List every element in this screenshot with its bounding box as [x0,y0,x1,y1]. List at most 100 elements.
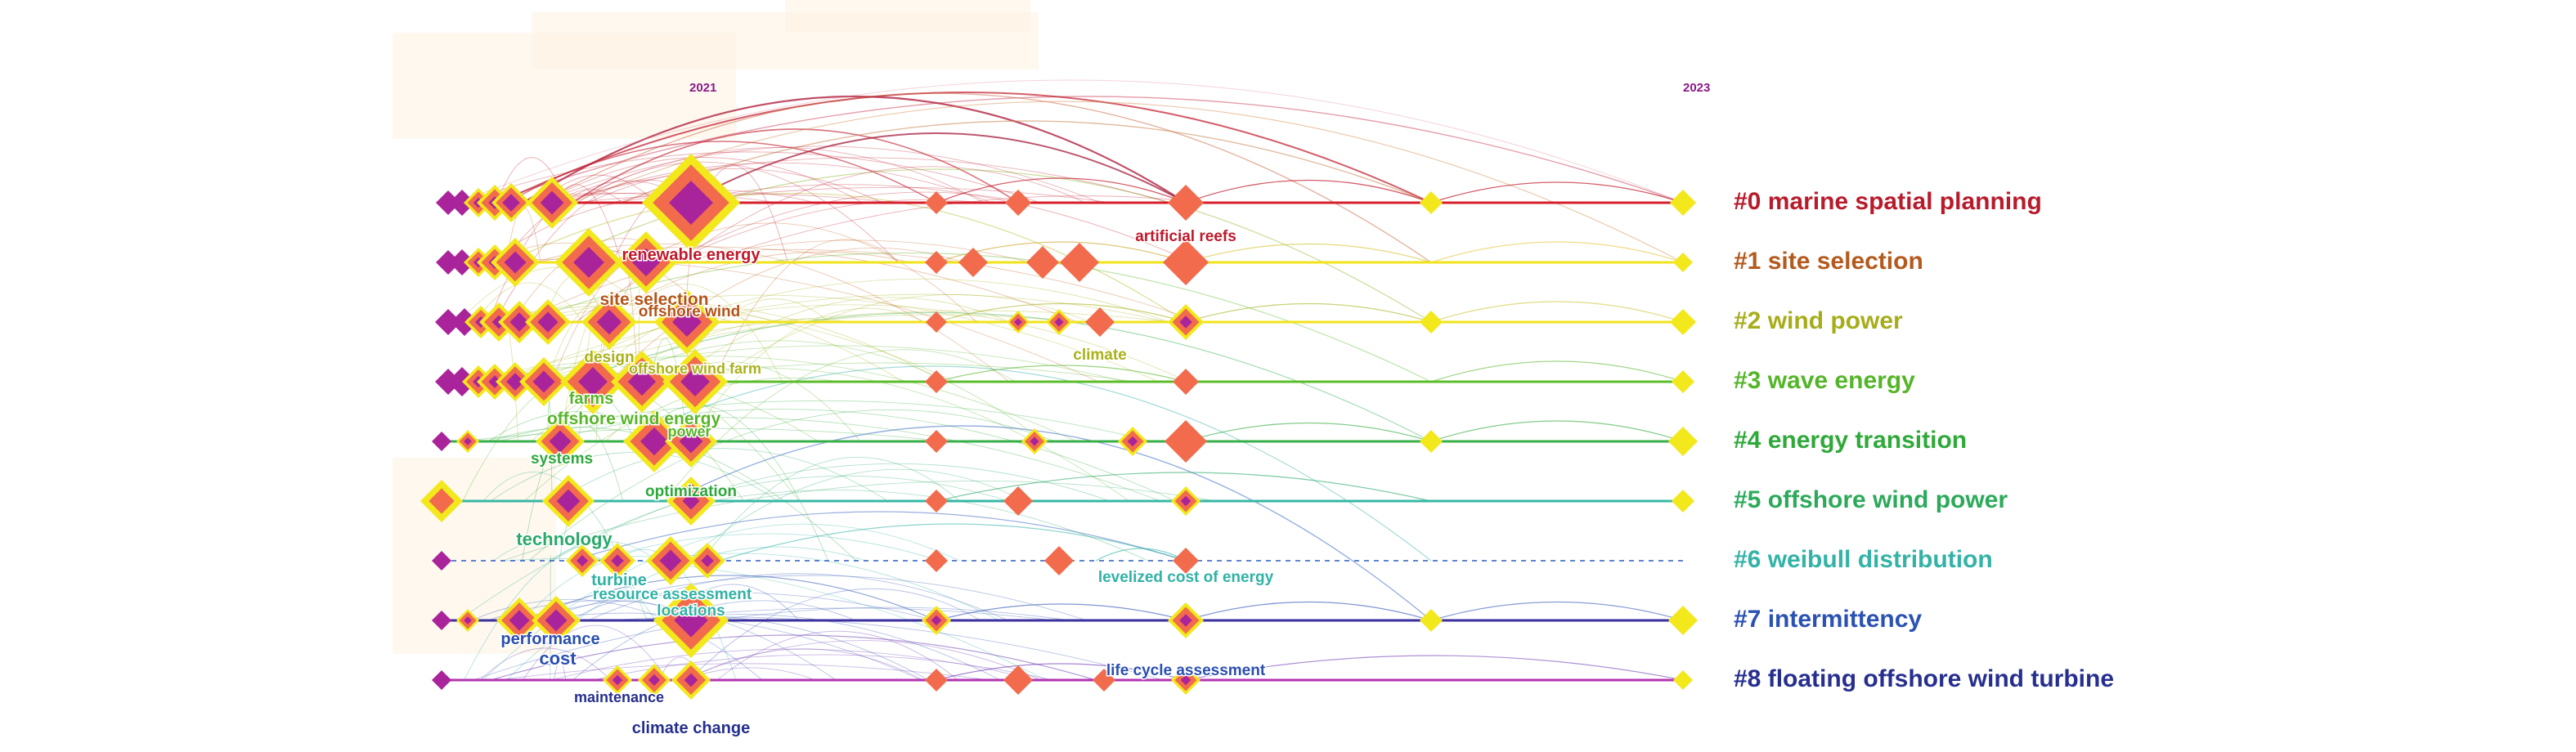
node-row1-r0[interactable] [925,251,948,274]
node-row6-4[interactable] [689,543,725,579]
node-row1-r5[interactable] [1673,253,1693,272]
node-row4-0[interactable] [432,432,451,451]
node-row8-r4[interactable] [1673,670,1693,690]
node-row0-r1[interactable] [1005,190,1031,216]
node-row2-7[interactable] [654,289,720,355]
node-row2-r6[interactable] [1670,309,1696,335]
node-row2-r3[interactable] [1085,307,1115,337]
node-row8-2[interactable] [638,664,671,696]
node-row1-r1[interactable] [958,248,988,277]
node-row7-1[interactable] [456,609,479,632]
cluster-label-weibull-distribution[interactable]: #6 weibull distribution [1734,546,1993,573]
node-row5-r0[interactable] [925,490,948,513]
cluster-label-marine-spatial-planning[interactable]: #0 marine spatial planning [1734,188,2042,215]
node-row5-r3[interactable] [1672,490,1694,513]
node-row4-4[interactable] [665,415,717,468]
node-row6-r2[interactable] [1173,548,1199,574]
node-row7-3[interactable] [532,596,581,645]
cluster-label-floating-offshore-wind-turbine[interactable]: #8 floating offshore wind turbine [1734,665,2114,692]
node-row3-3[interactable] [477,364,513,400]
fan-arc-56 [490,452,779,502]
node-row6-3[interactable] [646,536,695,585]
node-row1-r2[interactable] [1026,246,1059,279]
node-row5-2[interactable] [666,477,716,526]
keyword-label-locations: locations [657,602,725,620]
node-row2-r4[interactable] [1168,304,1204,340]
node-row0-5[interactable] [526,177,578,229]
node-row0-0[interactable] [436,190,460,215]
node-row0-1[interactable] [449,190,475,216]
node-row6-0[interactable] [432,551,451,571]
cluster-label-site-selection[interactable]: #1 site selection [1734,248,1923,275]
node-row3-7[interactable] [611,351,673,413]
node-row8-3[interactable] [671,660,711,700]
node-row1-1[interactable] [449,249,475,275]
node-row7-r1[interactable] [1168,602,1204,638]
node-row6-2[interactable] [599,543,635,579]
node-row0-r2[interactable] [1168,185,1204,221]
node-row1-6[interactable] [615,231,677,293]
node-row1-4[interactable] [491,238,540,287]
cluster-label-wave-energy[interactable]: #3 wave energy [1734,367,1915,394]
node-row4-r1[interactable] [1021,428,1048,454]
node-row7-r3[interactable] [1668,606,1698,635]
node-row5-0[interactable] [420,480,463,522]
node-row3-8[interactable] [662,349,728,414]
node-row6-r0[interactable] [925,549,948,572]
node-row6-1[interactable] [566,544,599,577]
node-row3-r2[interactable] [1672,370,1694,393]
cluster-label-wind-power[interactable]: #2 wind power [1734,307,1903,334]
node-row4-r0[interactable] [925,430,948,453]
node-row5-r2[interactable] [1171,486,1200,516]
node-row2-r5[interactable] [1420,311,1443,333]
node-row1-r3[interactable] [1060,243,1099,282]
node-row7-r2[interactable] [1420,609,1443,632]
node-row5-1[interactable] [542,475,595,527]
node-row8-1[interactable] [603,665,632,695]
node-row3-r0[interactable] [925,370,948,393]
node-row6-r1[interactable] [1044,546,1074,575]
node-row1-5[interactable] [554,228,623,297]
node-row4-r5[interactable] [1668,427,1698,456]
node-row0-r0[interactable] [925,191,948,214]
node-row2-0[interactable] [435,309,461,335]
node-row4-r3[interactable] [1165,420,1207,463]
node-row0-r3[interactable] [1420,191,1443,214]
node-row2-r2[interactable] [1046,309,1072,335]
node-row8-r2[interactable] [1093,669,1115,692]
node-row7-4[interactable] [653,583,729,658]
node-row4-3[interactable] [623,410,685,472]
node-row8-r1[interactable] [1003,665,1033,695]
node-row1-0[interactable] [436,250,460,275]
cluster-label-energy-transition[interactable]: #4 energy transition [1734,427,1967,454]
node-row2-4[interactable] [498,301,541,343]
cluster-label-offshore-wind-power[interactable]: #5 offshore wind power [1734,486,2008,513]
node-row1-r4[interactable] [1163,239,1209,285]
node-row3-6[interactable] [560,349,626,414]
node-row5-r1[interactable] [1003,486,1033,516]
node-row0-4[interactable] [491,183,531,222]
node-row8-0[interactable] [432,670,451,690]
arc-15 [670,425,1432,621]
node-row2-5[interactable] [525,299,571,345]
node-row3-4[interactable] [496,362,535,401]
node-row4-1[interactable] [456,430,479,453]
node-row0-r4[interactable] [1670,190,1696,216]
year-label-2021: 2021 [689,81,716,95]
node-row0-6[interactable] [642,154,740,252]
node-row8-r3[interactable] [1171,665,1200,695]
node-row7-2[interactable] [496,598,542,643]
keyword-label-climate-change: climate change [632,719,751,737]
node-row3-5[interactable] [519,357,568,406]
node-row2-6[interactable] [581,294,637,350]
node-row2-r0[interactable] [926,311,947,333]
node-row2-r1[interactable] [1007,311,1030,333]
node-row4-r4[interactable] [1420,430,1443,453]
cluster-label-intermittency[interactable]: #7 intermittency [1734,606,1922,633]
node-row3-r1[interactable] [1173,369,1199,395]
node-row8-r0[interactable] [925,669,948,692]
node-row4-2[interactable] [536,417,585,466]
node-row4-r2[interactable] [1118,427,1147,456]
node-row7-r0[interactable] [922,606,951,635]
node-row7-0[interactable] [432,611,451,630]
